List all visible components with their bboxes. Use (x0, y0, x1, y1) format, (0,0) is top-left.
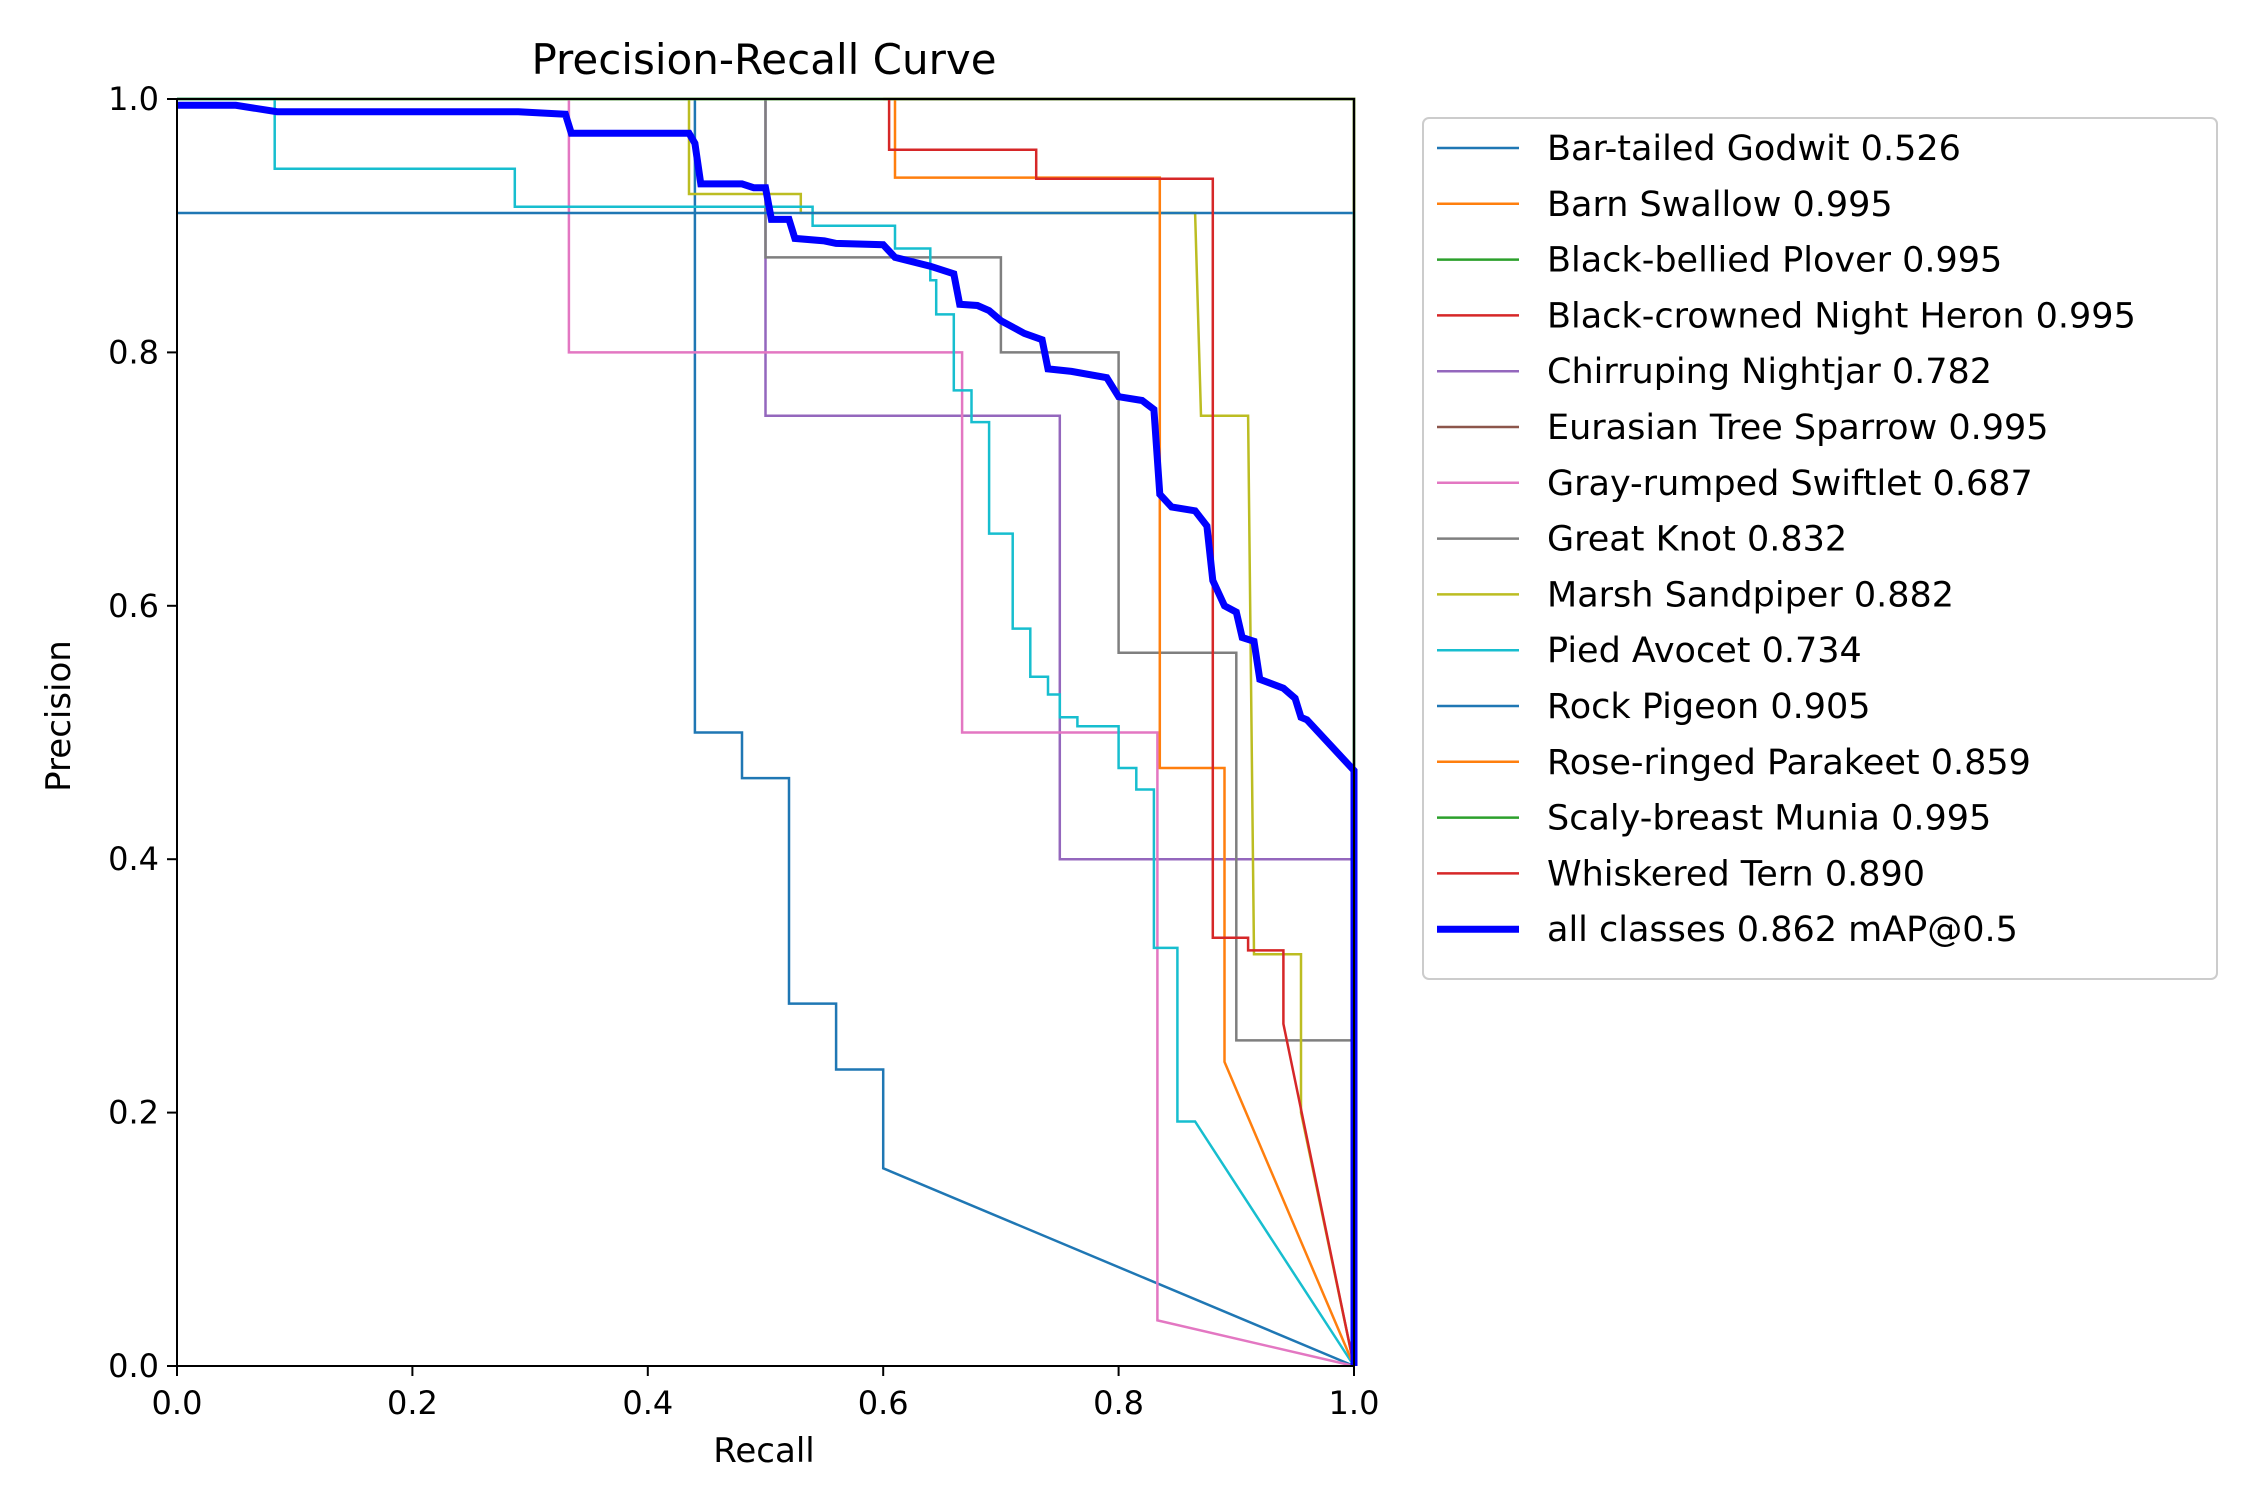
series-line-13 (887, 99, 1356, 1367)
legend-entry-1: Barn Swallow 0.995 (1547, 185, 1893, 225)
plot-frame (176, 98, 1355, 1367)
legend-entry-7: Great Knot 0.832 (1547, 520, 1847, 560)
legend-entry-0: Bar-tailed Godwit 0.526 (1547, 129, 1961, 169)
x-tick-label: 0.0 (152, 1384, 203, 1422)
x-tick-label: 0.6 (858, 1384, 909, 1422)
legend-entry-3: Black-crowned Night Heron 0.995 (1547, 296, 2136, 336)
legend-entry-12: Scaly-breast Munia 0.995 (1547, 799, 1991, 839)
legend-entry-11: Rose-ringed Parakeet 0.859 (1547, 743, 2031, 783)
y-tick-label: 0.4 (108, 840, 159, 878)
legend-entry-13: Whiskered Tern 0.890 (1547, 854, 1925, 894)
series-line-7 (764, 99, 1356, 1366)
series-line-9 (177, 97, 1356, 1367)
y-tick-label: 0.8 (108, 333, 159, 371)
y-tick-label: 0.2 (108, 1094, 159, 1132)
legend-box (1422, 117, 2218, 980)
legend-entry-2: Black-bellied Plover 0.995 (1547, 241, 2002, 281)
y-tick-label: 0.0 (108, 1347, 159, 1385)
x-axis-label: Recall (713, 1431, 814, 1471)
plot-area (177, 97, 1358, 1368)
chart-title: Precision-Recall Curve (531, 35, 996, 84)
series-line-0 (693, 99, 1355, 1368)
legend-entry-8: Marsh Sandpiper 0.882 (1547, 575, 1954, 615)
x-tick-label: 0.4 (622, 1384, 673, 1422)
x-tick-label: 0.8 (1093, 1384, 1144, 1422)
legend-entry-10: Rock Pigeon 0.905 (1547, 687, 1871, 727)
x-tick-label: 0.2 (387, 1384, 438, 1422)
series-line-6 (567, 99, 1355, 1368)
axes: 0.0 0.2 0.4 0.6 0.8 1.0 0.0 0.2 0.4 0.6 0.8 1.0 (108, 80, 1379, 1422)
legend-entry-14: all classes 0.862 mAP@0.5 (1547, 910, 2018, 950)
legend-entry-4: Chirruping Nightjar 0.782 (1547, 352, 1992, 392)
legend-entry-5: Eurasian Tree Sparrow 0.995 (1547, 408, 2049, 448)
legend-entry-9: Pied Avocet 0.734 (1547, 631, 1862, 671)
y-axis-label: Precision (39, 640, 79, 792)
x-tick-label: 1.0 (1329, 1384, 1380, 1422)
y-tick-label: 0.6 (108, 587, 159, 625)
legend: Bar-tailed Godwit 0.526 Barn Swallow 0.99… (1422, 117, 2218, 980)
series-line-11 (893, 99, 1356, 1367)
legend-entry-6: Gray-rumped Swiftlet 0.687 (1547, 464, 2033, 504)
y-tick-label: 1.0 (108, 80, 159, 118)
series-line-14 (177, 101, 1358, 1366)
